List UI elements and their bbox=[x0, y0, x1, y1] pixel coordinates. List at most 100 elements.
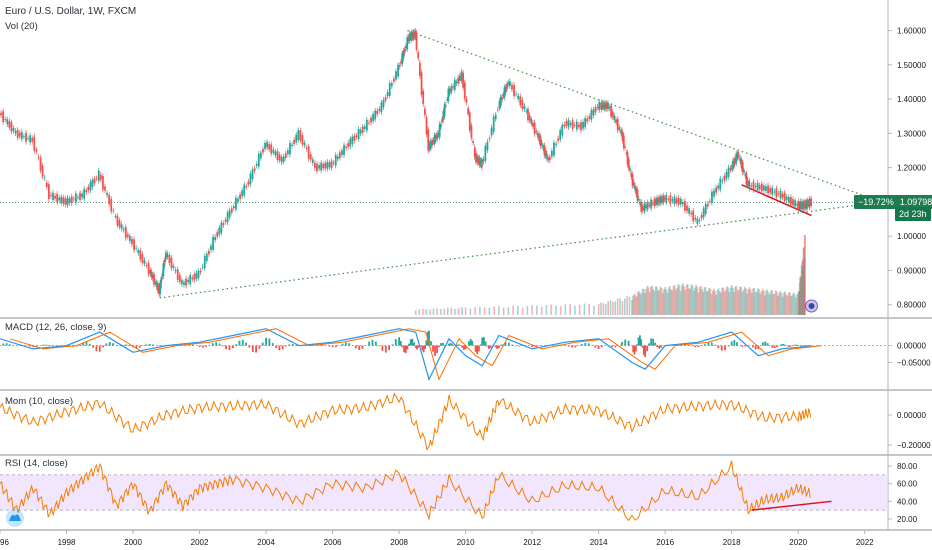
volume-bar bbox=[650, 286, 652, 315]
volume-bar bbox=[789, 292, 791, 315]
macd-histogram-bar bbox=[654, 342, 657, 346]
price-axis-tick-label: 1.40000 bbox=[897, 95, 926, 104]
volume-bar bbox=[735, 285, 738, 315]
price-candle bbox=[436, 132, 439, 140]
price-candle bbox=[607, 102, 609, 110]
price-candle bbox=[580, 122, 582, 131]
price-candle bbox=[8, 121, 11, 128]
macd-histogram-bar bbox=[697, 345, 700, 348]
volume-bar bbox=[609, 300, 612, 315]
price-candle bbox=[681, 201, 684, 205]
macd-histogram-bar bbox=[571, 345, 573, 348]
volume-bar bbox=[578, 304, 581, 315]
volume-bar bbox=[635, 296, 638, 315]
volume-bar bbox=[653, 290, 656, 315]
price-candle bbox=[439, 124, 442, 128]
momentum-indicator-label[interactable]: Mom (10, close) bbox=[5, 396, 74, 407]
price-candle bbox=[573, 124, 576, 126]
macd-histogram-bar bbox=[361, 345, 364, 349]
price-candle bbox=[87, 186, 90, 191]
macd-histogram-bar bbox=[652, 338, 655, 346]
price-candle bbox=[605, 102, 608, 109]
macd-histogram-bar bbox=[105, 343, 108, 346]
macd-histogram-bar bbox=[660, 345, 663, 348]
volume-bar bbox=[695, 284, 697, 315]
macd-histogram-bar bbox=[403, 345, 405, 353]
macd-histogram-bar bbox=[420, 345, 422, 347]
price-candle bbox=[787, 197, 790, 203]
time-axis-tick-label: 1998 bbox=[58, 538, 76, 547]
volume-indicator-label[interactable]: Vol (20) bbox=[5, 21, 38, 32]
price-candle bbox=[463, 82, 466, 99]
volume-bar bbox=[773, 293, 776, 315]
rsi-axis-tick-label: 80.00 bbox=[897, 462, 918, 471]
macd-histogram-bar bbox=[98, 345, 101, 352]
volume-bar bbox=[770, 290, 772, 315]
price-candle bbox=[347, 142, 350, 147]
macd-histogram-bar bbox=[444, 345, 446, 346]
volume-bar bbox=[793, 293, 796, 315]
price-candle bbox=[523, 106, 526, 110]
macd-histogram-bar bbox=[198, 345, 201, 347]
price-candle bbox=[222, 223, 225, 226]
price-candle bbox=[567, 120, 570, 128]
macd-histogram-bar bbox=[597, 345, 600, 349]
price-candle bbox=[665, 194, 668, 203]
price-candle bbox=[137, 250, 140, 254]
price-candle bbox=[486, 141, 489, 151]
macd-histogram-bar bbox=[388, 345, 391, 351]
volume-bar bbox=[801, 261, 803, 315]
volume-bar bbox=[483, 307, 486, 315]
rsi-indicator-label[interactable]: RSI (14, close) bbox=[5, 458, 68, 469]
price-candle bbox=[183, 282, 185, 285]
price-candle bbox=[453, 79, 456, 90]
price-candle bbox=[442, 110, 445, 120]
price-candle bbox=[145, 265, 148, 266]
volume-bar bbox=[634, 295, 637, 315]
macd-indicator-label[interactable]: MACD (12, 26, close, 9) bbox=[5, 322, 107, 333]
price-candle bbox=[338, 152, 341, 159]
macd-line bbox=[0, 328, 812, 381]
price-candle bbox=[441, 119, 444, 122]
macd-histogram-bar bbox=[469, 339, 472, 346]
volume-bar bbox=[771, 290, 773, 315]
price-candle bbox=[482, 158, 485, 163]
price-candle bbox=[345, 146, 347, 149]
price-candle bbox=[538, 134, 541, 142]
price-candle bbox=[156, 283, 159, 291]
price-candle bbox=[438, 124, 441, 138]
macd-histogram-bar bbox=[406, 345, 409, 350]
macd-histogram-bar bbox=[476, 345, 479, 355]
price-candle bbox=[141, 254, 144, 263]
volume-bar bbox=[600, 302, 602, 315]
volume-bar bbox=[720, 292, 722, 315]
price-candle bbox=[180, 280, 183, 285]
price-candle bbox=[289, 143, 291, 155]
macd-histogram-bar bbox=[707, 342, 710, 346]
volume-bar bbox=[574, 305, 576, 315]
macd-histogram-bar bbox=[29, 345, 31, 347]
price-candle bbox=[480, 159, 483, 168]
volume-bar bbox=[588, 303, 590, 315]
macd-histogram-bar bbox=[461, 345, 464, 348]
price-candle bbox=[415, 32, 418, 50]
price-candle bbox=[537, 133, 539, 138]
volume-bar bbox=[517, 305, 519, 315]
price-candle bbox=[625, 152, 628, 154]
macd-signal-line bbox=[9, 328, 822, 381]
volume-bar bbox=[757, 288, 759, 315]
volume-bar bbox=[498, 306, 500, 315]
price-candle bbox=[420, 72, 423, 95]
price-candle bbox=[639, 201, 641, 205]
volume-bar bbox=[759, 293, 761, 315]
volume-bar bbox=[648, 292, 651, 315]
price-candle bbox=[741, 162, 744, 173]
rsi-axis-tick-label: 20.00 bbox=[897, 515, 918, 524]
volume-bar bbox=[678, 285, 681, 315]
price-candle bbox=[395, 71, 397, 80]
macd-histogram-bar bbox=[258, 345, 261, 349]
price-candle bbox=[675, 198, 678, 204]
price-candle bbox=[657, 198, 660, 204]
price-candle bbox=[307, 146, 310, 159]
